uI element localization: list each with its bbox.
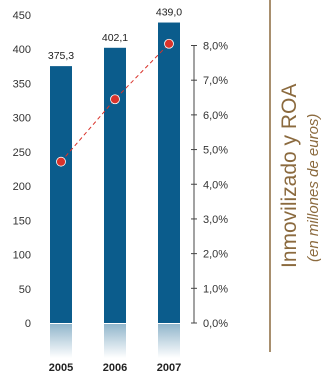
y2-tick-label: 8,0%	[203, 41, 228, 53]
y-tick-label: 350	[13, 78, 31, 90]
y2-tick-label: 6,0%	[203, 110, 228, 122]
y2-tick-label: 3,0%	[203, 214, 228, 226]
y2-tick-label: 1,0%	[203, 283, 228, 295]
y2-tick-label: 2,0%	[203, 249, 228, 261]
y-axis: 0 50 100 150 200 250 300 350 400 450	[13, 10, 31, 330]
bars: 375,3 402,1 439,0	[48, 7, 182, 358]
roa-series	[56, 38, 174, 167]
y-tick-label: 0	[25, 318, 31, 330]
y-tick-label: 50	[19, 284, 31, 296]
bar-reflection	[158, 324, 180, 358]
chart-title: Inmovilizado y ROA	[278, 84, 301, 268]
chart-subtitle: (en millones de euros)	[305, 114, 322, 262]
y2-tick-label: 0,0%	[203, 318, 228, 330]
roa-point	[56, 156, 66, 167]
bar-reflection	[50, 324, 72, 358]
y-tick-label: 250	[13, 147, 31, 159]
x-tick-label: 2007	[157, 362, 181, 374]
y2-axis: 0,0% 1,0% 2,0% 3,0% 4,0% 5,0% 6,0% 7,0% 8,0%	[191, 41, 228, 330]
y2-tick-label: 5,0%	[203, 145, 228, 157]
bar-data-label: 402,1	[102, 32, 128, 44]
roa-line	[60, 43, 170, 163]
x-axis: 2005 2006 2007	[49, 362, 181, 374]
x-tick-label: 2006	[103, 362, 127, 374]
bar-data-label: 375,3	[48, 50, 74, 62]
bar-reflection	[104, 324, 126, 358]
y-tick-label: 300	[13, 113, 31, 125]
y-tick-label: 400	[13, 44, 31, 56]
x-tick-label: 2005	[49, 362, 73, 374]
roa-point	[164, 38, 174, 49]
y-tick-label: 450	[13, 10, 31, 22]
roa-point	[110, 94, 120, 105]
bar	[158, 22, 180, 323]
y-tick-label: 150	[13, 215, 31, 227]
y-tick-label: 100	[13, 250, 31, 262]
y-tick-label: 200	[13, 181, 31, 193]
y2-tick-label: 7,0%	[203, 75, 228, 87]
bar	[104, 47, 126, 324]
bar-data-label: 439,0	[156, 7, 182, 19]
y2-tick-label: 4,0%	[203, 179, 228, 191]
bar	[50, 66, 72, 324]
